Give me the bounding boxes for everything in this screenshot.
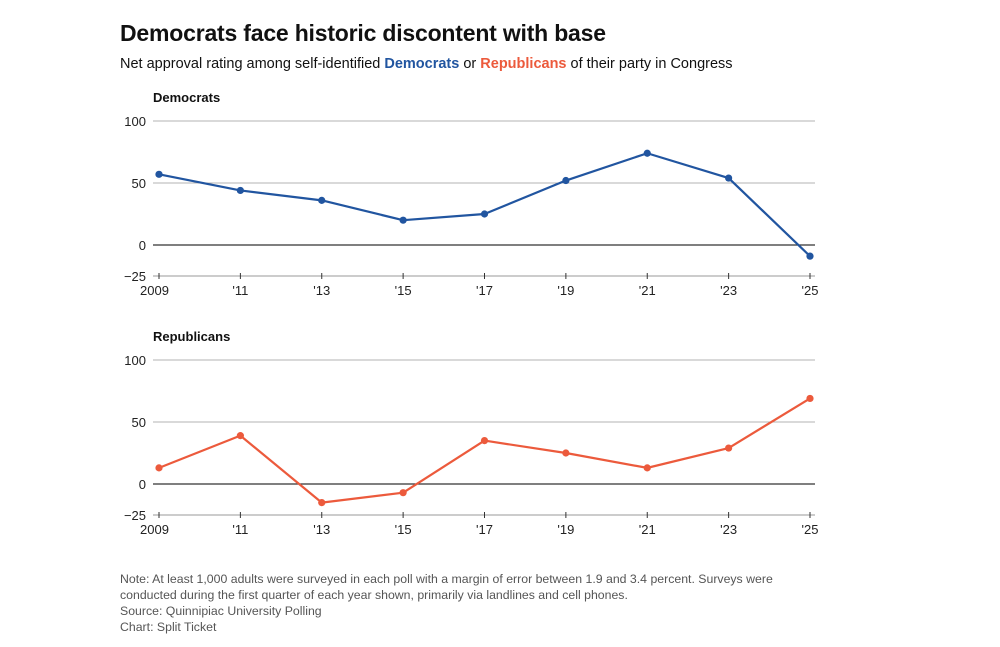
republicans-ytick-label: −25: [124, 508, 146, 523]
republicans-data-point-2011: [236, 432, 244, 440]
republicans-xtick-label: '11: [232, 522, 248, 537]
republicans-ytick-label: 0: [139, 477, 146, 492]
democrats-ytick-label: −25: [124, 269, 146, 284]
subtitle-democrats: Democrats: [384, 56, 460, 72]
republicans-data-point-2013: [318, 499, 326, 507]
subtitle-prefix: Net approval rating among self-identifie…: [120, 56, 385, 72]
democrats-panel-title: Democrats: [153, 90, 220, 105]
republicans-data-point-2021: [643, 464, 651, 472]
republicans-xtick-label: '19: [557, 522, 574, 537]
chart-title: Democrats face historic discontent with …: [120, 20, 606, 46]
republicans-series-line: [158, 397, 811, 504]
subtitle-suffix: of their party in Congress: [566, 56, 733, 72]
republicans-xtick-label: 2009: [140, 522, 169, 537]
republicans-xtick-label: '13: [313, 522, 330, 537]
republicans-data-point-2023: [725, 444, 733, 452]
credit-line: Chart: Split Ticket: [120, 620, 217, 634]
republicans-data-point-2019: [562, 449, 570, 457]
democrats-data-point-2021: [643, 149, 651, 157]
democrats-data-point-2017: [480, 210, 489, 218]
democrats-data-point-2015: [399, 216, 407, 224]
democrats-data-point-2011: [236, 186, 244, 195]
democrats-xtick-label: '23: [720, 283, 737, 298]
note-line-2: conducted during the first quarter of ea…: [120, 588, 628, 602]
republicans-panel-title: Republicans: [153, 329, 230, 344]
democrats-xtick-label: 2009: [140, 283, 169, 298]
republicans-data-point-2009: [155, 464, 163, 472]
democrats-xtick-label: '13: [313, 283, 330, 298]
republicans-ytick-label: 100: [124, 353, 146, 368]
republicans-ytick-label: 50: [132, 415, 146, 430]
republicans-xtick-label: '25: [802, 522, 819, 537]
democrats-data-point-2023: [725, 174, 733, 182]
democrats-xtick-label: '25: [802, 283, 819, 298]
subtitle-middle: or: [459, 56, 481, 72]
democrats-xtick-label: '17: [476, 283, 493, 298]
democrats-data-point-2009: [155, 170, 163, 178]
democrats-data-point-2013: [318, 196, 326, 204]
democrats-xtick-label: '11: [232, 283, 248, 298]
democrats-series-line: [158, 152, 811, 257]
republicans-xtick-label: '23: [720, 522, 737, 537]
republicans-data-point-2017: [480, 437, 489, 445]
republicans-xtick-label: '21: [639, 522, 656, 537]
democrats-xtick-label: '21: [639, 283, 656, 298]
democrats-ytick-label: 50: [132, 176, 146, 191]
republicans-data-point-2015: [399, 489, 407, 497]
republicans-xtick-label: '17: [476, 522, 493, 537]
chart-subtitle: Net approval rating among self-identifie…: [120, 56, 733, 72]
democrats-xtick-label: '15: [395, 283, 412, 298]
democrats-ytick-label: 100: [124, 114, 146, 129]
democrats-data-point-2019: [562, 176, 570, 185]
chart-notes: Note: At least 1,000 adults were surveye…: [120, 571, 840, 635]
democrats-data-point-2025: [806, 252, 814, 260]
republicans-xtick-label: '15: [395, 522, 412, 537]
republicans-data-point-2025: [806, 394, 814, 403]
subtitle-republicans: Republicans: [480, 56, 567, 72]
democrats-ytick-label: 0: [139, 238, 146, 253]
note-line-1: Note: At least 1,000 adults were surveye…: [120, 572, 773, 586]
source-line: Source: Quinnipiac University Polling: [120, 604, 322, 618]
democrats-xtick-label: '19: [557, 283, 574, 298]
